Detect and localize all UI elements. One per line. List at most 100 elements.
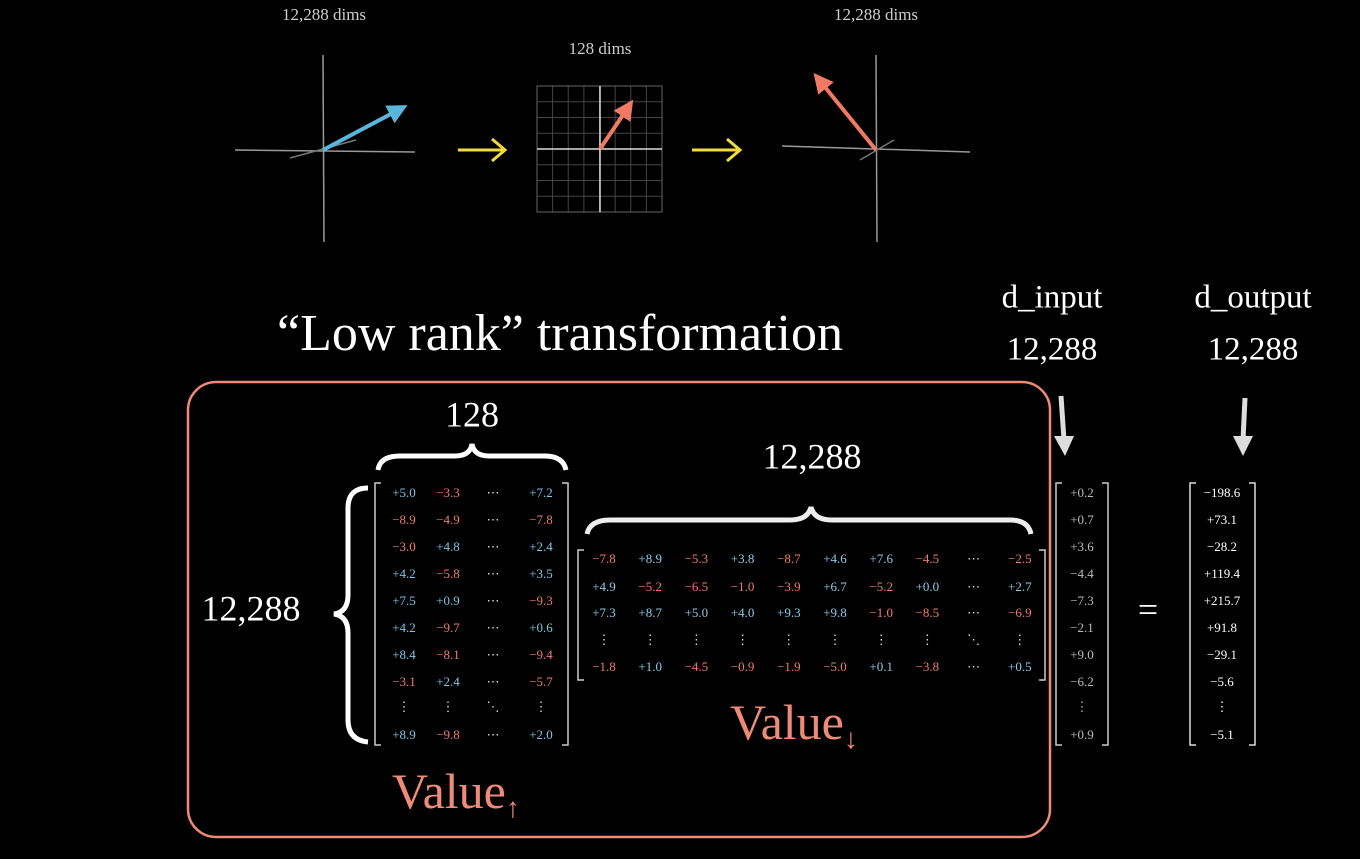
matrix-entry: ⋱ (487, 699, 500, 714)
output-label: d_output (1194, 280, 1311, 316)
matrix-entry: −9.4 (529, 647, 553, 662)
matrix-entry: ⋮ (598, 632, 611, 647)
bracket (1039, 549, 1046, 681)
matrix-entry: +9.8 (823, 605, 847, 620)
matrix-entry: −3.8 (916, 659, 940, 674)
matrix-entry: −3.0 (392, 539, 416, 554)
bracket (1249, 482, 1256, 746)
plot-1 (234, 54, 416, 243)
matrix-entry: −8.9 (392, 512, 416, 527)
matrix-entry: −9.3 (529, 593, 553, 608)
matrix-entry: +7.5 (392, 593, 416, 608)
matrix-entry: +0.5 (1008, 659, 1032, 674)
matrix-entry: +4.2 (392, 620, 416, 635)
matrix-entry: +2.0 (529, 727, 553, 742)
matrix-entry: ⋱ (967, 632, 980, 647)
matrix-entry: ⋮ (1216, 699, 1229, 714)
yellow-arrows (458, 137, 743, 163)
matrix-entry: +5.0 (392, 485, 416, 500)
matrix-entry: ⋯ (967, 551, 980, 566)
matrix-entry: −8.7 (777, 551, 801, 566)
matrix-entry: +8.9 (638, 551, 662, 566)
matrix-entry: ⋯ (487, 620, 500, 635)
matrix-entry: ⋮ (442, 699, 455, 714)
matrix-entry: +0.9 (1070, 727, 1094, 742)
low-rank-box (186, 380, 1052, 839)
matrix-entry: ⋯ (487, 512, 500, 527)
matrix-entry: ⋮ (782, 632, 795, 647)
matrix-entry: −8.5 (916, 605, 940, 620)
bracket (1102, 482, 1109, 746)
matrix-entry: −5.2 (869, 579, 893, 594)
value-up-label: Value↑ (392, 763, 520, 824)
matrix-entry: +4.9 (592, 579, 616, 594)
matrix-entry: +0.0 (916, 579, 940, 594)
matrix-entry: ⋮ (921, 632, 934, 647)
bracket (374, 482, 381, 746)
matrix-entry: +215.7 (1204, 593, 1241, 608)
matrix-entry: −6.5 (685, 579, 709, 594)
matrix-entry: −5.7 (529, 674, 553, 689)
plot-label: 12,288 dims (282, 5, 366, 24)
matrix-entry: −5.0 (823, 659, 847, 674)
output-size: 12,288 (1208, 332, 1299, 368)
matrix-entry: −9.7 (436, 620, 460, 635)
matrix-entry: ⋯ (487, 727, 500, 742)
input-label: d_input (1002, 280, 1103, 316)
cols-label: 12,288 (763, 436, 862, 476)
matrix-entry: −198.6 (1204, 485, 1241, 500)
matrix-entry: −5.1 (1210, 727, 1234, 742)
matrix-entry: −2.5 (1008, 551, 1032, 566)
down-arrows (1054, 395, 1253, 456)
matrix-entry: ⋯ (487, 593, 500, 608)
matrix-entry: +91.8 (1207, 620, 1237, 635)
matrix-entry: ⋮ (1076, 699, 1089, 714)
matrix-entry: −1.0 (869, 605, 893, 620)
matrix-entry: −3.9 (777, 579, 801, 594)
matrix-entry: −3.3 (436, 485, 460, 500)
matrix-entry: ⋮ (736, 632, 749, 647)
matrix-entry: −5.8 (436, 566, 460, 581)
matrix-entry: ⋮ (829, 632, 842, 647)
matrix-entry: +7.6 (869, 551, 893, 566)
matrix-entry: ⋯ (487, 539, 500, 554)
rows-label: 12,288 (202, 588, 301, 628)
bracket (1189, 482, 1196, 746)
label-sub: ↑ (506, 793, 520, 824)
matrix-entry: +8.9 (392, 727, 416, 742)
matrix-entry: +73.1 (1207, 512, 1237, 527)
matrix-entry: +3.6 (1070, 539, 1094, 554)
matrix-entry: +4.8 (436, 539, 460, 554)
matrix-entry: −1.9 (777, 659, 801, 674)
matrix-entry: +9.3 (777, 605, 801, 620)
matrix-entry: −1.0 (731, 579, 755, 594)
matrix-entry: +6.7 (823, 579, 847, 594)
matrix-entry: −1.8 (592, 659, 616, 674)
value-down-label: Value↓ (730, 694, 858, 755)
matrix-entry: −5.2 (638, 579, 662, 594)
label-text: Value (392, 763, 506, 819)
matrix-entry: +4.0 (731, 605, 755, 620)
braces (333, 443, 1034, 745)
matrix-entry: +2.4 (436, 674, 460, 689)
matrix-entry: ⋯ (487, 485, 500, 500)
matrix-entry: ⋮ (535, 699, 548, 714)
matrix-entry: ⋮ (690, 632, 703, 647)
matrix-entry: −4.4 (1070, 566, 1094, 581)
matrix-entry: ⋯ (967, 605, 980, 620)
matrix-entry: ⋯ (487, 647, 500, 662)
matrix-entry: −0.9 (731, 659, 755, 674)
matrix-entry: −7.8 (592, 551, 616, 566)
matrix-entry: +0.6 (529, 620, 553, 635)
matrix-entry: ⋮ (1013, 632, 1026, 647)
plot-label: 128 dims (569, 39, 632, 58)
bracket (577, 549, 584, 681)
matrix-entry: −28.2 (1207, 539, 1237, 554)
bracket (562, 482, 569, 746)
plot-label: 12,288 dims (834, 5, 918, 24)
plot-2 (536, 85, 663, 213)
matrix-entry: +4.2 (392, 566, 416, 581)
matrix-entry: −6.9 (1008, 605, 1032, 620)
